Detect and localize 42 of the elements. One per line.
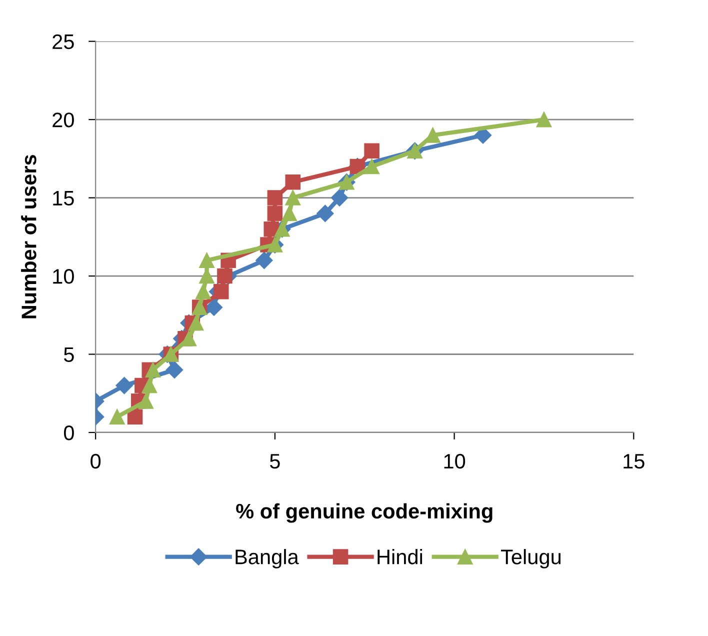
point	[142, 378, 158, 394]
x-tick-label: 15	[624, 454, 644, 469]
point	[256, 252, 273, 269]
point	[127, 409, 143, 424]
point	[116, 376, 133, 394]
point	[425, 128, 440, 143]
y-tick-label: 5	[64, 347, 74, 362]
legend-label: Telugu	[500, 549, 561, 568]
point	[264, 221, 279, 237]
point	[285, 190, 301, 206]
y-tick-label: 25	[52, 34, 74, 50]
y-tick-label: 15	[53, 191, 74, 206]
legend-label: Bangla	[236, 549, 299, 568]
point	[188, 315, 204, 331]
point	[205, 298, 223, 316]
point	[196, 284, 211, 300]
point	[213, 284, 229, 300]
y-tick-label: 10	[53, 269, 74, 284]
point	[364, 143, 380, 158]
point	[330, 189, 348, 206]
point	[109, 409, 125, 424]
point	[267, 206, 283, 222]
legend-label: Hindi	[378, 549, 422, 564]
point	[536, 112, 552, 128]
x-tick-label: 5	[270, 454, 280, 469]
x-tick-label: 0	[90, 454, 101, 469]
point	[316, 204, 334, 222]
point	[282, 206, 297, 222]
point	[364, 158, 380, 174]
y-tick-label: 0	[64, 425, 74, 440]
point	[217, 268, 232, 284]
point	[166, 361, 184, 378]
point	[181, 330, 196, 346]
y-tick-label: 20	[52, 112, 74, 128]
x-axis-title: % of genuine code-mixing	[236, 503, 492, 523]
point	[138, 394, 154, 409]
point	[267, 190, 283, 206]
point	[145, 362, 161, 378]
x-tick-label: 10	[444, 454, 466, 469]
point	[285, 174, 301, 190]
y-axis-title: Number of users	[21, 154, 36, 318]
point	[199, 252, 214, 268]
